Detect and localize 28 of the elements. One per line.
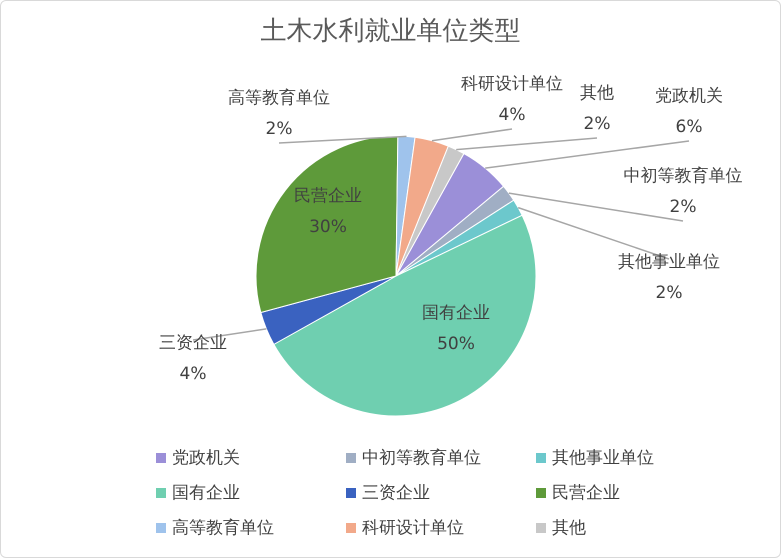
slice-label: 高等教育单位: [228, 88, 330, 108]
slice-label: 党政机关: [655, 86, 723, 106]
data-label: 6%: [676, 117, 702, 137]
slice-label: 科研设计单位: [461, 74, 563, 94]
data-label: 2%: [670, 197, 696, 217]
legend-label: 高等教育单位: [172, 517, 274, 539]
data-label: 2%: [656, 283, 682, 303]
slice-label: 三资企业: [159, 333, 227, 353]
legend-label: 三资企业: [362, 482, 430, 504]
slice-label: 其他事业单位: [618, 252, 720, 272]
data-label: 30%: [309, 217, 347, 237]
data-label: 4%: [498, 105, 526, 125]
data-label: 4%: [180, 364, 206, 384]
legend-label: 党政机关: [172, 447, 240, 469]
legend-label: 其他: [552, 517, 586, 539]
slice-label: 其他: [580, 83, 614, 103]
slice-label: 民营企业: [294, 186, 362, 206]
data-label: 2%: [266, 119, 292, 139]
legend-label: 民营企业: [552, 482, 620, 504]
legend-label: 中初等教育单位: [362, 447, 481, 469]
legend-label: 国有企业: [172, 482, 240, 504]
slice-label: 中初等教育单位: [624, 166, 742, 186]
chart-title: 土木水利就业单位类型: [260, 15, 522, 48]
legend-label: 科研设计单位: [362, 517, 464, 539]
data-label: 50%: [437, 334, 475, 354]
data-label: 2%: [584, 114, 610, 134]
legend-label: 其他事业单位: [552, 447, 654, 469]
slice-label: 国有企业: [422, 303, 490, 323]
